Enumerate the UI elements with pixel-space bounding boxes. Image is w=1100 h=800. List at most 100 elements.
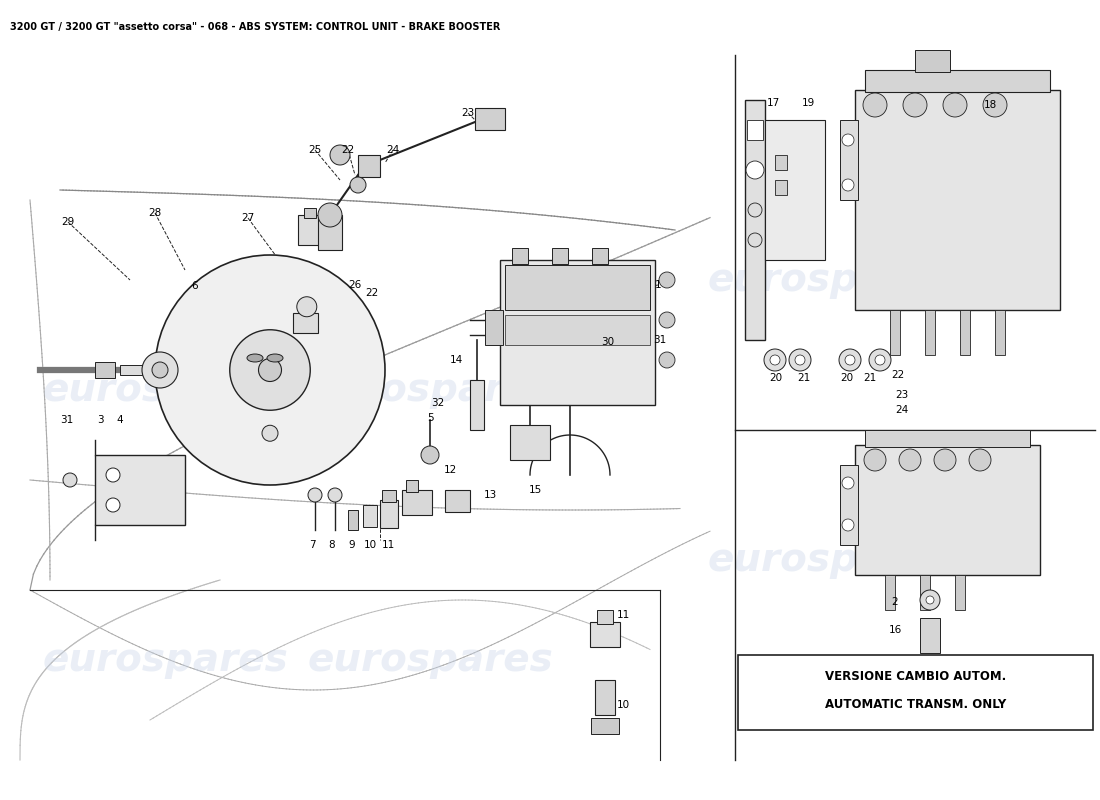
Bar	[293, 313, 318, 333]
Bar	[485, 310, 503, 345]
Circle shape	[983, 93, 1006, 117]
Bar	[865, 70, 1050, 92]
Bar	[475, 108, 505, 130]
Text: 23: 23	[895, 390, 909, 400]
Text: 11: 11	[616, 610, 629, 620]
Circle shape	[842, 477, 854, 489]
Text: 9: 9	[349, 540, 355, 550]
Circle shape	[934, 449, 956, 471]
Circle shape	[869, 349, 891, 371]
Bar	[776, 155, 786, 170]
Circle shape	[106, 468, 120, 482]
Text: 23: 23	[461, 108, 474, 118]
Bar	[382, 490, 396, 502]
Circle shape	[842, 179, 854, 191]
Circle shape	[350, 177, 366, 193]
Circle shape	[864, 93, 887, 117]
Bar	[446, 490, 470, 512]
Text: 12: 12	[443, 465, 456, 475]
Circle shape	[903, 93, 927, 117]
Text: 10: 10	[363, 540, 376, 550]
Ellipse shape	[267, 354, 283, 362]
Text: 5: 5	[427, 413, 433, 423]
Circle shape	[789, 349, 811, 371]
Circle shape	[308, 488, 322, 502]
Text: 20: 20	[840, 373, 854, 383]
Bar	[590, 622, 620, 647]
Text: eurospares: eurospares	[307, 371, 553, 409]
Circle shape	[262, 426, 278, 442]
Text: 20: 20	[769, 373, 782, 383]
Bar	[915, 50, 950, 72]
Circle shape	[659, 272, 675, 288]
Circle shape	[659, 352, 675, 368]
Bar	[925, 310, 935, 355]
Bar	[304, 208, 316, 218]
Bar	[597, 610, 613, 624]
Text: 22: 22	[365, 288, 378, 298]
Text: 7: 7	[309, 540, 316, 550]
Bar	[886, 575, 895, 610]
Bar	[95, 362, 116, 378]
Bar	[470, 380, 484, 430]
Text: 25: 25	[308, 145, 321, 155]
Text: 31: 31	[60, 415, 74, 425]
Circle shape	[864, 449, 886, 471]
Bar	[920, 618, 940, 653]
Bar	[505, 265, 650, 310]
Circle shape	[155, 255, 385, 485]
Circle shape	[328, 488, 342, 502]
Text: AUTOMATIC TRANSM. ONLY: AUTOMATIC TRANSM. ONLY	[825, 698, 1006, 711]
Circle shape	[943, 93, 967, 117]
Text: 14: 14	[450, 355, 463, 365]
Circle shape	[748, 203, 762, 217]
Text: 26: 26	[349, 280, 362, 290]
Text: eurospares: eurospares	[707, 541, 953, 579]
Circle shape	[297, 297, 317, 317]
Text: eurospares: eurospares	[42, 641, 288, 679]
Bar	[120, 365, 150, 375]
Bar	[855, 90, 1060, 310]
Ellipse shape	[248, 354, 263, 362]
Text: 3200 GT / 3200 GT "assetto corsa" - 068 - ABS SYSTEM: CONTROL UNIT - BRAKE BOOST: 3200 GT / 3200 GT "assetto corsa" - 068 …	[10, 22, 500, 32]
Bar	[960, 310, 970, 355]
Text: eurospares: eurospares	[307, 641, 553, 679]
Bar	[840, 465, 858, 545]
Circle shape	[659, 312, 675, 328]
Text: 2: 2	[892, 597, 899, 607]
Text: eurospares: eurospares	[707, 261, 953, 299]
Text: 24: 24	[895, 405, 909, 415]
Circle shape	[258, 358, 282, 382]
Circle shape	[969, 449, 991, 471]
Text: 30: 30	[602, 337, 615, 347]
Bar	[738, 655, 1093, 730]
Circle shape	[746, 161, 764, 179]
Bar	[855, 445, 1040, 575]
Text: 11: 11	[382, 540, 395, 550]
Circle shape	[874, 355, 886, 365]
Text: 4: 4	[117, 415, 123, 425]
Text: 32: 32	[431, 398, 444, 408]
Circle shape	[845, 355, 855, 365]
Bar	[592, 248, 608, 264]
Circle shape	[842, 519, 854, 531]
Bar	[348, 510, 358, 530]
Bar	[406, 480, 418, 492]
Text: 28: 28	[148, 208, 162, 218]
Text: 16: 16	[889, 625, 902, 635]
Circle shape	[106, 498, 120, 512]
Bar	[363, 505, 377, 527]
Bar	[840, 120, 858, 200]
Circle shape	[770, 355, 780, 365]
Circle shape	[63, 473, 77, 487]
Circle shape	[142, 352, 178, 388]
Text: 3: 3	[97, 415, 103, 425]
Text: 18: 18	[983, 100, 997, 110]
Bar	[358, 155, 379, 177]
Text: 31: 31	[653, 335, 667, 345]
Text: VERSIONE CAMBIO AUTOM.: VERSIONE CAMBIO AUTOM.	[825, 670, 1006, 683]
Text: 13: 13	[483, 490, 496, 500]
Bar	[890, 310, 900, 355]
Text: 19: 19	[802, 98, 815, 108]
Bar	[920, 575, 929, 610]
